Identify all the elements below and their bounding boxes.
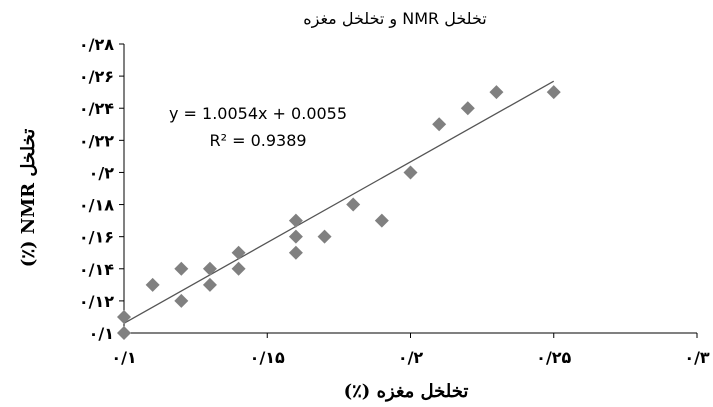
data-point (231, 261, 246, 276)
data-point (346, 197, 361, 212)
data-point (403, 165, 418, 180)
x-axis-label: تخلخل مغزه (٪) (344, 381, 469, 402)
trendline-path (123, 80, 555, 324)
data-point (202, 261, 217, 276)
x-tick-label: ۰/۲ (398, 348, 424, 367)
data-point (145, 277, 160, 292)
trendline (123, 80, 555, 324)
data-point (288, 229, 303, 244)
chart-title: تخلخل NMR و تخلخل مغزه (303, 9, 487, 29)
data-point (460, 101, 475, 116)
x-axis-ticks: ۰/۱ ۰/۱۵ ۰/۲ ۰/۲۵ ۰/۳ (111, 333, 710, 367)
data-point (374, 213, 389, 228)
y-axis-label: تخلخل NMR (٪) (18, 129, 39, 267)
x-tick-label: ۰/۱۵ (250, 348, 285, 367)
x-tick-label: ۰/۲۵ (536, 348, 571, 367)
y-tick-label: ۰/۲۴ (79, 99, 114, 118)
y-tick-label: ۰/۱ (89, 324, 114, 343)
y-tick-label: ۰/۲۶ (79, 67, 114, 86)
regression-equation: y = 1.0054x + 0.0055 (169, 104, 347, 123)
data-point (288, 213, 303, 228)
data-point (231, 245, 246, 260)
data-point (317, 229, 332, 244)
data-point (174, 293, 189, 308)
data-point (174, 261, 189, 276)
data-points (117, 85, 561, 340)
data-point (432, 117, 447, 132)
y-tick-label: ۰/۱۲ (79, 292, 114, 311)
data-point (202, 277, 217, 292)
y-tick-label: ۰/۱۴ (79, 260, 114, 279)
data-point (288, 245, 303, 260)
x-tick-label: ۰/۱ (111, 348, 136, 367)
x-tick-label: ۰/۳ (684, 348, 710, 367)
y-tick-label: ۰/۲۸ (79, 35, 114, 54)
y-tick-label: ۰/۲۲ (79, 131, 114, 150)
data-point (117, 326, 131, 340)
y-tick-label: ۰/۱۸ (79, 196, 114, 215)
r-squared-label: R² = 0.9389 (209, 131, 306, 150)
data-point (489, 85, 504, 100)
y-axis-ticks: ۰/۱ ۰/۱۲ ۰/۱۴ ۰/۱۶ ۰/۱۸ ۰/۲ ۰/۲۲ ۰/۲۴ ۰/۲۶ ۰/۲۸ (79, 35, 124, 343)
y-tick-label: ۰/۱۶ (79, 228, 114, 247)
y-tick-label: ۰/۲ (89, 163, 115, 182)
data-point (117, 309, 131, 324)
data-point (546, 85, 561, 100)
